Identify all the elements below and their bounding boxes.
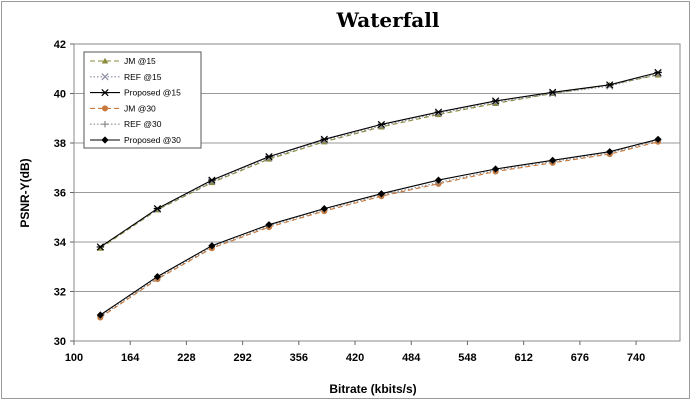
y-tick-label: 30: [54, 336, 66, 348]
legend-item-ref-15-label: REF @15: [124, 72, 162, 82]
x-tick-label: 164: [121, 352, 140, 364]
y-tick-labels: 30 32 34 36 38 40 42: [54, 39, 74, 348]
x-tick-label: 292: [233, 352, 251, 364]
series-proposed-30-marker: [96, 311, 104, 319]
series-proposed-30-marker: [491, 165, 500, 173]
series-proposed-30-marker: [549, 156, 557, 164]
series-proposed-30-marker: [320, 204, 328, 213]
series-proposed-15-marker: [265, 152, 273, 161]
chart-title: Waterfall: [336, 8, 440, 32]
series-ref-15-marker: [654, 70, 662, 78]
x-tick-label: 676: [571, 352, 589, 364]
series-layer: [96, 68, 662, 321]
x-tick-label: 356: [290, 352, 308, 364]
series-proposed-15-marker: [654, 68, 662, 77]
series-proposed-15-marker: [208, 176, 216, 184]
x-axis-label: Bitrate (kbits/s): [329, 382, 416, 396]
series-proposed-30-marker: [265, 221, 273, 229]
y-tick-label: 36: [54, 188, 66, 200]
series-proposed-15-marker: [434, 108, 443, 116]
series-proposed-15-marker: [606, 81, 614, 89]
y-tick-label: 42: [54, 39, 66, 51]
series-proposed-15-marker: [153, 204, 162, 213]
legend-item-jm-15-label: JM @15: [124, 56, 156, 66]
legend-item-ref-30: REF @30: [90, 119, 162, 129]
legend-item-jm-30-label: JM @30: [124, 103, 156, 113]
legend-item-ref-30-marker: [101, 121, 109, 128]
legend-item-proposed-30-marker: [101, 136, 109, 144]
series-proposed-15: [96, 68, 662, 251]
series-proposed-30-marker: [654, 135, 662, 143]
x-tick-label: 228: [177, 352, 195, 364]
series-proposed-15-marker: [96, 243, 105, 251]
x-tick-label: 740: [627, 352, 645, 364]
series-proposed-30: [96, 135, 662, 319]
y-tick-label: 34: [54, 237, 67, 249]
legend-item-proposed-30-label: Proposed @30: [124, 135, 181, 145]
series-proposed-30-marker: [606, 148, 614, 156]
legend-box: [83, 51, 202, 149]
legend: JM @15 REF @15 Proposed @15 JM @30 REF @30 Pr…: [83, 51, 202, 149]
series-proposed-30-marker: [153, 273, 162, 281]
legend-item-proposed-15-marker: [101, 88, 109, 97]
series-proposed-30-marker: [208, 242, 216, 250]
x-tick-label: 420: [346, 352, 364, 364]
series-proposed-15-marker: [377, 120, 386, 129]
x-tick-label: 484: [402, 352, 421, 364]
y-tick-label: 32: [54, 287, 66, 299]
x-tick-labels: 100 164 228 292 356 420 484 548 612 676 740: [65, 341, 645, 364]
legend-item-jm-30: JM @30: [90, 103, 156, 113]
legend-item-ref-15: REF @15: [90, 72, 162, 82]
x-tick-label: 612: [514, 352, 532, 364]
y-tick-label: 38: [54, 138, 66, 150]
x-tick-label: 100: [65, 352, 83, 364]
series-proposed-30-marker: [434, 176, 443, 184]
series-ref-15-marker: [549, 89, 557, 98]
legend-item-jm-15: JM @15: [90, 56, 156, 66]
y-axis-label: PSNR-Y(dB): [18, 158, 32, 227]
y-tick-label: 40: [54, 89, 66, 101]
x-tick-label: 548: [458, 352, 476, 364]
series-proposed-15-marker: [491, 97, 500, 105]
legend-item-jm-15-marker: [101, 57, 109, 64]
legend-item-proposed-30: Proposed @30: [90, 135, 181, 145]
series-proposed-15-marker: [320, 135, 329, 143]
series-proposed-30-marker: [377, 190, 385, 198]
legend-item-ref-30-label: REF @30: [124, 119, 162, 129]
series-proposed-15-marker: [548, 88, 557, 96]
legend-item-proposed-15: Proposed @15: [90, 88, 181, 98]
legend-item-proposed-15-label: Proposed @15: [124, 88, 181, 98]
legend-item-jm-30-marker: [101, 105, 109, 112]
legend-item-ref-15-marker: [101, 73, 109, 81]
